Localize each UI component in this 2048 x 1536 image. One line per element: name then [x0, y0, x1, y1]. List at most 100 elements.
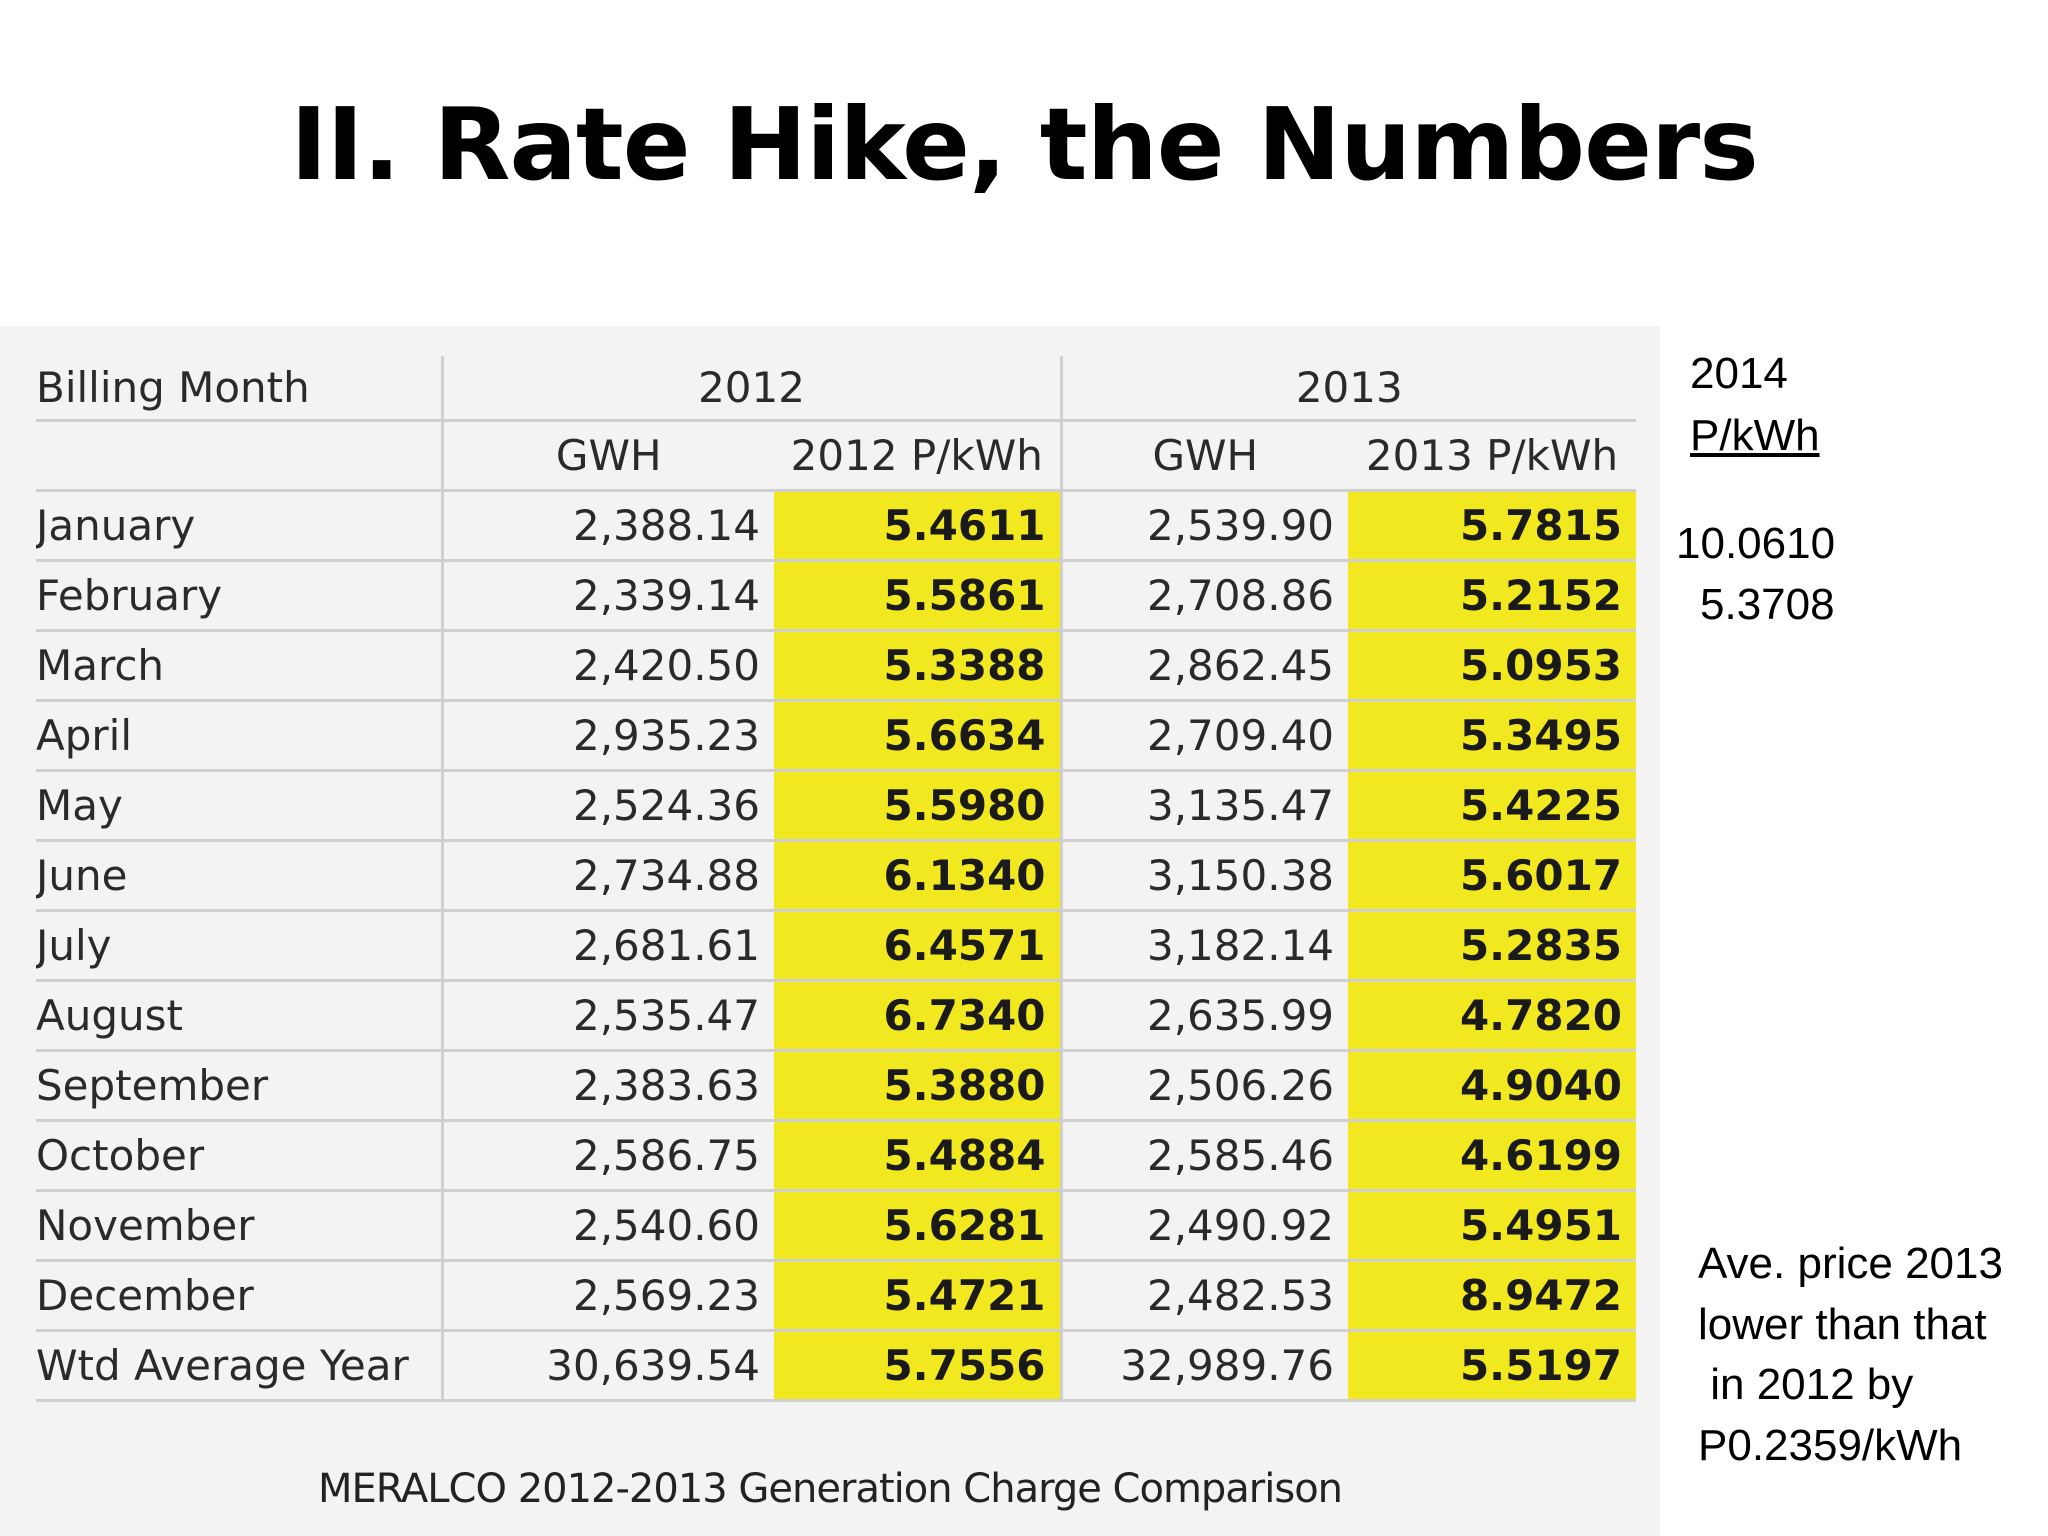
side-2014-value: 10.0610	[1676, 519, 1836, 568]
cell-gwh-2012: 2,383.63	[440, 1050, 774, 1122]
table-row: October 2,586.75 5.4884 2,585.46 4.6199	[36, 1120, 1637, 1192]
cell-gwh-2013: 2,709.40	[1059, 700, 1349, 772]
side-2014-unit: P/kWh	[1690, 410, 1820, 460]
table-row: December 2,569.23 5.4721 2,482.53 8.9472	[36, 1260, 1637, 1332]
table-row: November 2,540.60 5.6281 2,490.92 5.4951	[36, 1190, 1637, 1262]
cell-gwh-2012: 2,734.88	[440, 840, 774, 912]
side-2014-values: 10.0610 5.3708	[1676, 514, 1835, 635]
cell-gwh-2012: 2,420.50	[440, 630, 774, 702]
note-line: lower than that	[1698, 1299, 1987, 1349]
header-rate-2013: 2013 P/kWh	[1348, 420, 1637, 492]
header-rate-2012: 2012 P/kWh	[774, 420, 1062, 492]
cell-gwh-2013: 2,490.92	[1059, 1190, 1349, 1262]
table-caption: MERALCO 2012-2013 Generation Charge Comp…	[317, 1466, 1343, 1512]
table-row: February 2,339.14 5.5861 2,708.86 5.2152	[36, 560, 1637, 632]
cell-month: October	[36, 1120, 442, 1192]
cell-rate-2013: 4.7820	[1348, 980, 1637, 1052]
header-row-units: GWH 2012 P/kWh GWH 2013 P/kWh	[36, 420, 1637, 492]
table-body: January 2,388.14 5.4611 2,539.90 5.7815 Febru…	[36, 490, 1637, 1402]
cell-rate-2013: 5.4225	[1348, 770, 1637, 842]
cell-gwh-2012: 2,535.47	[440, 980, 774, 1052]
cell-rate-2013: 5.5197	[1348, 1330, 1637, 1402]
cell-rate-2012: 5.4721	[774, 1260, 1062, 1332]
cell-month: May	[36, 770, 442, 842]
table-row: March 2,420.50 5.3388 2,862.45 5.0953	[36, 630, 1637, 702]
cell-rate-2012: 5.4611	[774, 490, 1062, 562]
note-line: P0.2359/kWh	[1698, 1421, 1963, 1471]
header-billing-month: Billing Month	[36, 356, 442, 422]
cell-rate-2013: 5.7815	[1348, 490, 1637, 562]
cell-month: January	[36, 490, 442, 562]
cell-gwh-2013: 2,539.90	[1059, 490, 1349, 562]
note-line: in 2012 by	[1698, 1360, 1914, 1410]
slide-title: II. Rate Hike, the Numbers	[290, 86, 1759, 203]
cell-rate-2012: 5.5861	[774, 560, 1062, 632]
cell-gwh-2013: 2,585.46	[1059, 1120, 1349, 1192]
cell-rate-2012: 5.3880	[774, 1050, 1062, 1122]
cell-month: December	[36, 1260, 442, 1332]
cell-gwh-2012: 2,681.61	[440, 910, 774, 982]
cell-month: March	[36, 630, 442, 702]
cell-rate-2012: 5.7556	[774, 1330, 1062, 1402]
note-line: Ave. price 2013	[1698, 1239, 2003, 1288]
side-2014-year: 2014	[1690, 349, 1788, 398]
header-gwh-2013: GWH	[1059, 420, 1349, 492]
cell-rate-2013: 5.4951	[1348, 1190, 1637, 1262]
table-row: May 2,524.36 5.5980 3,135.47 5.4225	[36, 770, 1637, 842]
generation-charge-table: Billing Month 2012 2013 GWH 2012 P/kWh G…	[36, 356, 1637, 1402]
header-year-2013: 2013	[1059, 356, 1637, 422]
cell-gwh-2012: 2,569.23	[440, 1260, 774, 1332]
header-gwh-2012: GWH	[440, 420, 774, 492]
cell-gwh-2012: 30,639.54	[440, 1330, 774, 1402]
cell-rate-2013: 5.2835	[1348, 910, 1637, 982]
cell-gwh-2012: 2,540.60	[440, 1190, 774, 1262]
cell-rate-2012: 5.4884	[774, 1120, 1062, 1192]
cell-rate-2013: 4.6199	[1348, 1120, 1637, 1192]
cell-rate-2013: 5.3495	[1348, 700, 1637, 772]
cell-gwh-2013: 2,862.45	[1059, 630, 1349, 702]
cell-gwh-2013: 32,989.76	[1059, 1330, 1349, 1402]
cell-gwh-2013: 2,635.99	[1059, 980, 1349, 1052]
cell-month: July	[36, 910, 442, 982]
cell-rate-2013: 5.0953	[1348, 630, 1637, 702]
cell-rate-2012: 5.3388	[774, 630, 1062, 702]
cell-gwh-2012: 2,524.36	[440, 770, 774, 842]
cell-gwh-2013: 3,135.47	[1059, 770, 1349, 842]
cell-rate-2012: 5.6281	[774, 1190, 1062, 1262]
cell-gwh-2012: 2,339.14	[440, 560, 774, 632]
cell-rate-2013: 8.9472	[1348, 1260, 1637, 1332]
header-row-years: Billing Month 2012 2013	[36, 356, 1637, 422]
table-row: Wtd Average Year 30,639.54 5.7556 32,989.76…	[36, 1330, 1637, 1402]
cell-gwh-2013: 2,506.26	[1059, 1050, 1349, 1122]
cell-gwh-2013: 2,482.53	[1059, 1260, 1349, 1332]
cell-gwh-2012: 2,586.75	[440, 1120, 774, 1192]
cell-month: Wtd Average Year	[36, 1330, 442, 1402]
cell-gwh-2012: 2,935.23	[440, 700, 774, 772]
side-2014-header: 2014 P/kWh	[1690, 343, 1820, 466]
average-price-note: Ave. price 2013 lower than that in 2012 …	[1698, 1234, 2003, 1477]
table-row: August 2,535.47 6.7340 2,635.99 4.7820	[36, 980, 1637, 1052]
cell-rate-2013: 5.2152	[1348, 560, 1637, 632]
header-year-2012: 2012	[440, 356, 1062, 422]
table-row: January 2,388.14 5.4611 2,539.90 5.7815	[36, 490, 1637, 562]
rate-table-image: Billing Month 2012 2013 GWH 2012 P/kWh G…	[0, 326, 1660, 1536]
cell-rate-2012: 6.7340	[774, 980, 1062, 1052]
cell-month: September	[36, 1050, 442, 1122]
cell-rate-2013: 4.9040	[1348, 1050, 1637, 1122]
table-row: April 2,935.23 5.6634 2,709.40 5.3495	[36, 700, 1637, 772]
header-blank	[36, 420, 442, 492]
side-2014-value: 5.3708	[1700, 579, 1835, 629]
cell-month: November	[36, 1190, 442, 1262]
cell-rate-2012: 6.4571	[774, 910, 1062, 982]
table-row: July 2,681.61 6.4571 3,182.14 5.2835	[36, 910, 1637, 982]
cell-rate-2013: 5.6017	[1348, 840, 1637, 912]
cell-gwh-2013: 2,708.86	[1059, 560, 1349, 632]
cell-rate-2012: 5.6634	[774, 700, 1062, 772]
cell-month: June	[36, 840, 442, 912]
cell-month: August	[36, 980, 442, 1052]
cell-gwh-2013: 3,182.14	[1059, 910, 1349, 982]
table-row: September 2,383.63 5.3880 2,506.26 4.9040	[36, 1050, 1637, 1122]
cell-rate-2012: 5.5980	[774, 770, 1062, 842]
table-row: June 2,734.88 6.1340 3,150.38 5.6017	[36, 840, 1637, 912]
cell-month: February	[36, 560, 442, 632]
